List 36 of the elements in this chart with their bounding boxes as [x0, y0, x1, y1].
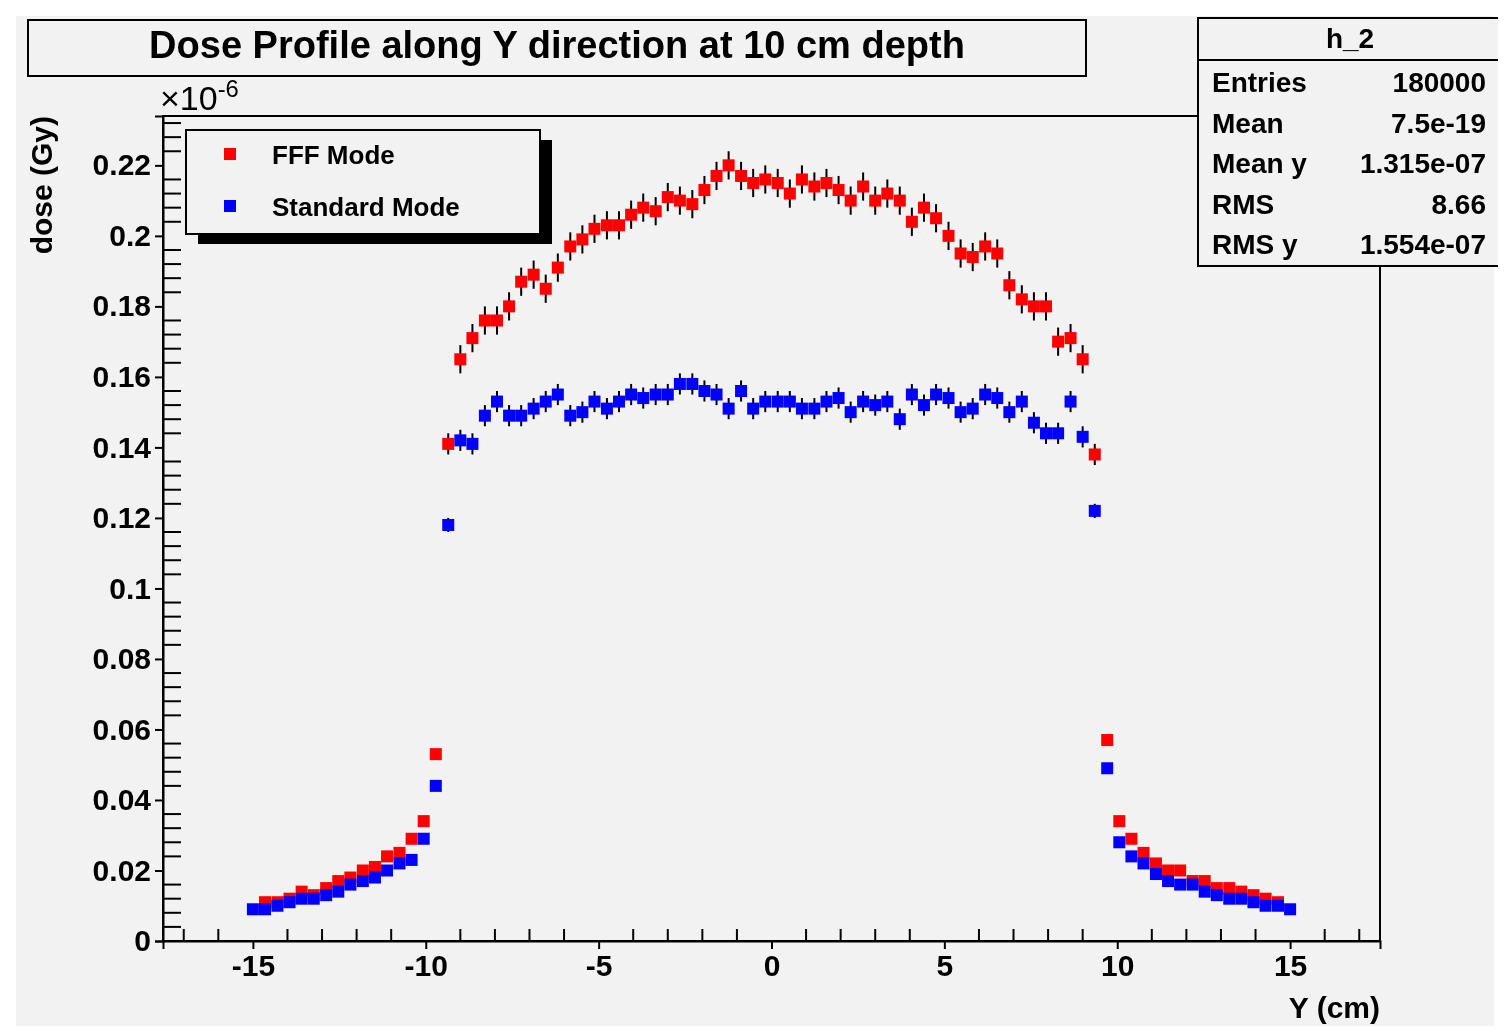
y-tick-label: 0.2 [109, 218, 151, 252]
y-tick-label: 0.18 [92, 289, 151, 323]
legend-label: Standard Mode [272, 192, 460, 222]
x-tick-label: 10 [1101, 949, 1135, 983]
y-tick-label: 0.02 [92, 853, 151, 887]
y-tick-label: 0.06 [92, 712, 151, 746]
text: 7.5e-19 [1391, 107, 1486, 139]
annotation: Mean y [1212, 148, 1308, 179]
y-tick-label: 0.1 [109, 571, 151, 605]
x-tick-label: -10 [404, 949, 448, 983]
annotation: RMS [1212, 188, 1275, 220]
annotation: RMS y [1212, 229, 1298, 260]
x-tick-label: -15 [231, 949, 276, 983]
annotation: Mean [1212, 107, 1284, 139]
text: 180000 [1392, 67, 1486, 98]
x-tick-label: 0 [763, 949, 781, 983]
annotation: 1.315e-07 [1359, 148, 1486, 179]
text: 8.66 [1431, 188, 1486, 220]
text: h_2 [1325, 23, 1375, 54]
legend-label: FFF Mode [272, 140, 395, 170]
y-tick-label: 0.22 [92, 148, 151, 182]
x-tick-label: 15 [1273, 949, 1308, 983]
text: Entries [1212, 67, 1307, 98]
x-tick-label: -5 [585, 949, 613, 983]
x-axis-title: Y (cm) [1288, 991, 1380, 1024]
y-tick-label: 0 [134, 924, 151, 958]
y-tick-label: 0.14 [92, 430, 152, 464]
y-tick-label: 0.04 [92, 783, 152, 817]
annotation: ×10$^{-6}$ [160, 74, 239, 117]
y-tick-label: 0.08 [92, 642, 151, 676]
y-tick-label: 0.12 [92, 501, 151, 535]
chart-title: Dose Profile along Y direction at 10 cm depth [149, 24, 965, 66]
annotation: 1.554e-07 [1359, 229, 1486, 260]
y-tick-label: 0.16 [92, 360, 151, 393]
x-tick-label: 5 [936, 949, 954, 983]
y-axis-title: dose (Gy) [25, 116, 58, 255]
